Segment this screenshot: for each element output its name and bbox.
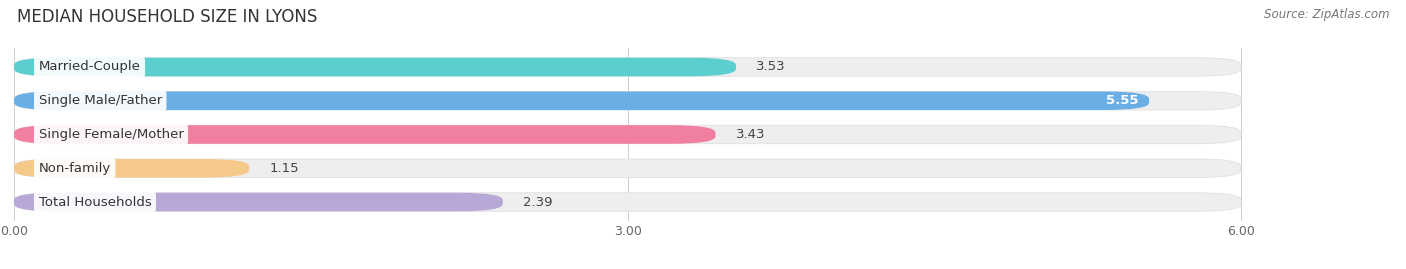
Text: Married-Couple: Married-Couple [38, 61, 141, 73]
Text: Non-family: Non-family [38, 162, 111, 175]
FancyBboxPatch shape [14, 58, 735, 76]
FancyBboxPatch shape [14, 193, 503, 211]
Text: Single Female/Mother: Single Female/Mother [38, 128, 183, 141]
Text: 2.39: 2.39 [523, 196, 553, 208]
FancyBboxPatch shape [14, 91, 1241, 110]
FancyBboxPatch shape [14, 58, 1241, 76]
Text: Single Male/Father: Single Male/Father [38, 94, 162, 107]
Text: 1.15: 1.15 [270, 162, 299, 175]
Text: MEDIAN HOUSEHOLD SIZE IN LYONS: MEDIAN HOUSEHOLD SIZE IN LYONS [17, 8, 318, 26]
Text: 5.55: 5.55 [1107, 94, 1139, 107]
Text: 3.43: 3.43 [735, 128, 765, 141]
FancyBboxPatch shape [14, 159, 1241, 178]
Text: Total Households: Total Households [38, 196, 152, 208]
FancyBboxPatch shape [14, 193, 1241, 211]
Text: 3.53: 3.53 [756, 61, 786, 73]
FancyBboxPatch shape [14, 91, 1149, 110]
Text: Source: ZipAtlas.com: Source: ZipAtlas.com [1264, 8, 1389, 21]
FancyBboxPatch shape [14, 159, 249, 178]
FancyBboxPatch shape [14, 125, 716, 144]
FancyBboxPatch shape [14, 125, 1241, 144]
